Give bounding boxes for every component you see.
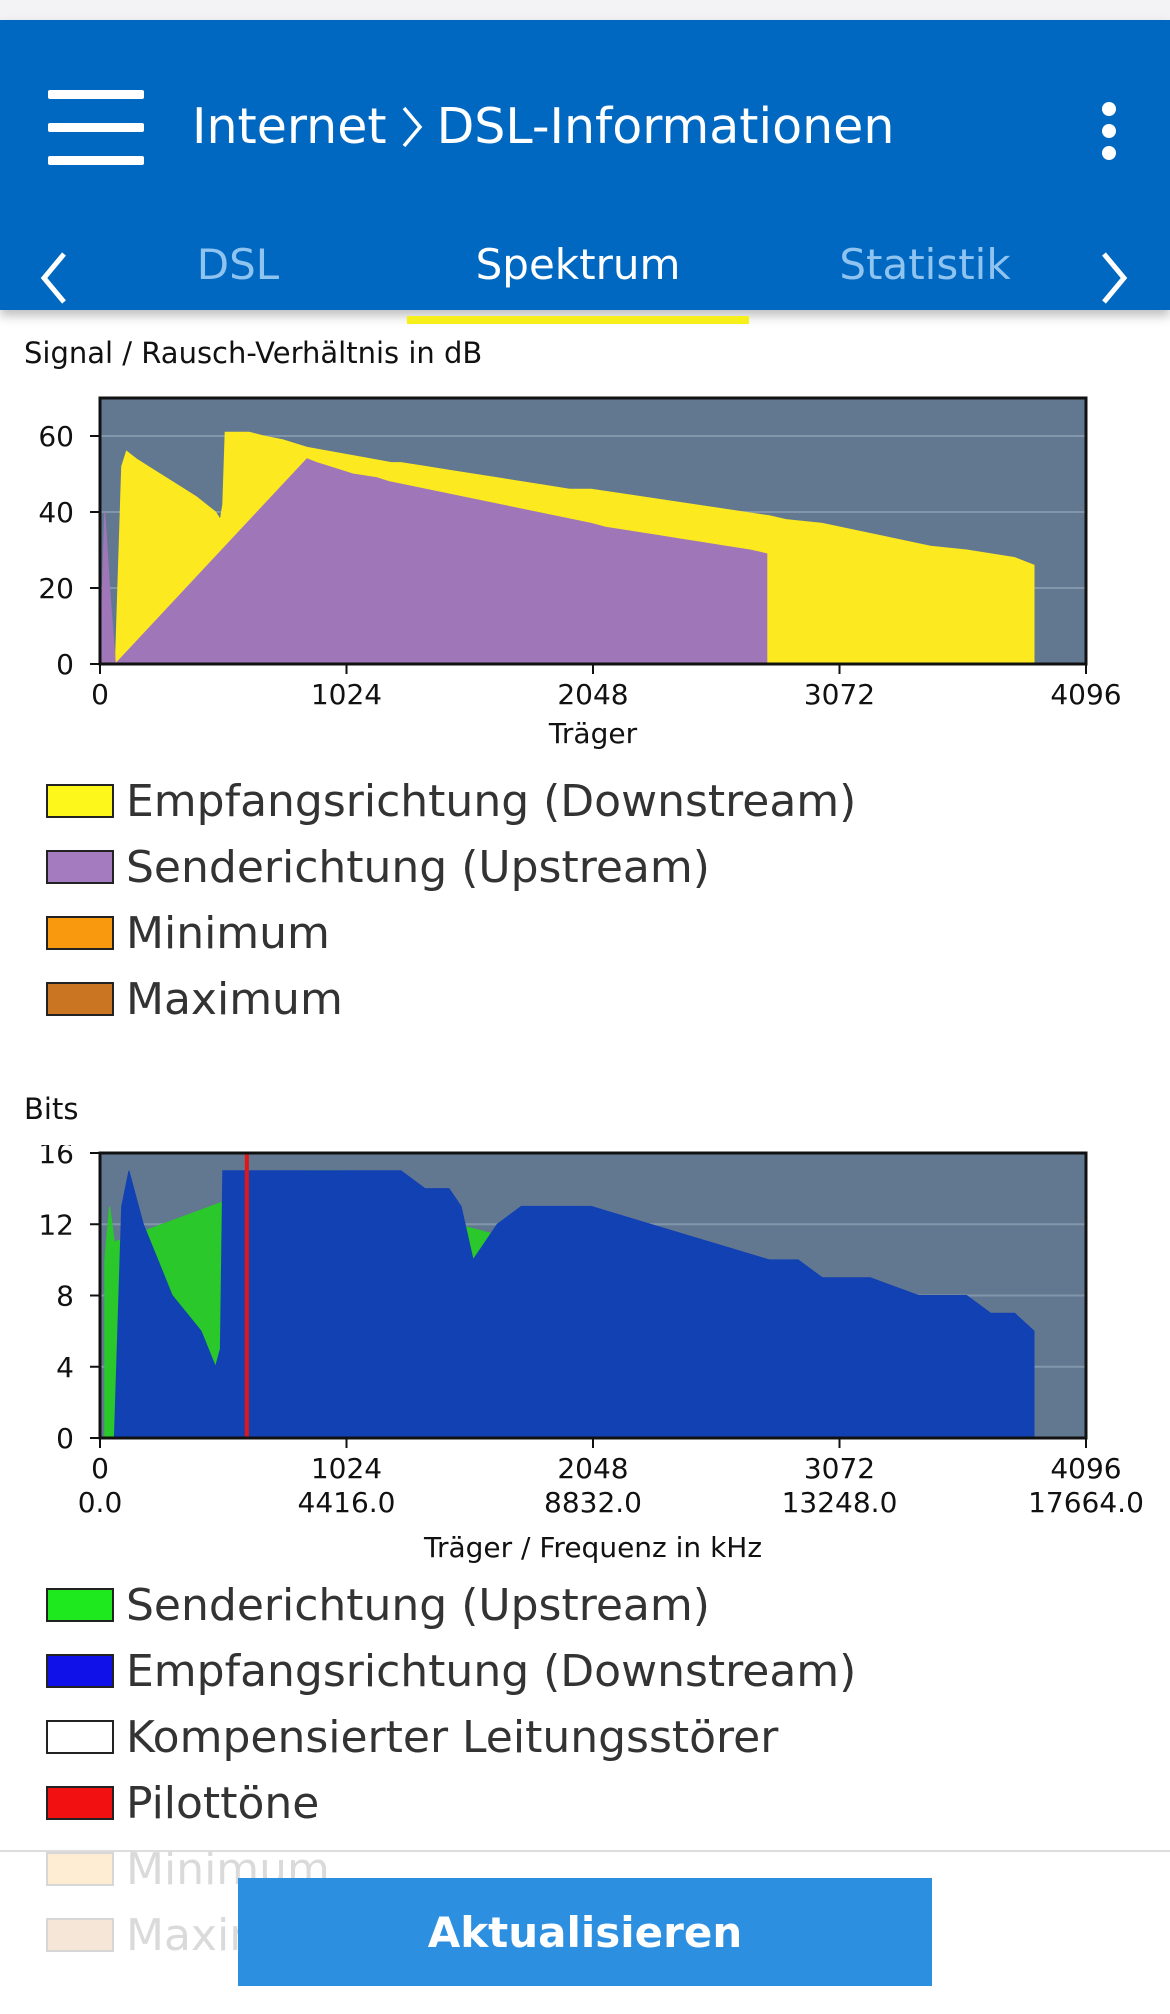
legend-item: Pilottöne bbox=[46, 1770, 856, 1836]
legend-item: Empfangsrichtung (Downstream) bbox=[46, 768, 856, 834]
x-tick-label: 1024 bbox=[311, 678, 382, 711]
more-options-icon[interactable] bbox=[1096, 102, 1126, 160]
tab-scroll-left-icon[interactable] bbox=[34, 248, 74, 308]
tab-bar: DSL Spektrum Statistik bbox=[0, 230, 1170, 330]
y-tick-label: 20 bbox=[38, 572, 74, 605]
snr-chart: 0 1024 2048 3072 4096 0 20 40 60 Träger bbox=[38, 396, 1122, 750]
x-axis-label: Träger / Frequenz in kHz bbox=[423, 1531, 762, 1564]
x-tick-label: 3072 bbox=[804, 678, 875, 711]
legend-label: Pilottöne bbox=[126, 1777, 320, 1829]
series-area bbox=[99, 458, 768, 666]
series-area bbox=[113, 1170, 1035, 1439]
y-tick-label: 40 bbox=[38, 496, 74, 529]
y-tick-label: 60 bbox=[38, 420, 74, 453]
x-tick-label-frequency: 13248.0 bbox=[782, 1486, 898, 1519]
y-tick-label: 16 bbox=[38, 1145, 74, 1170]
x-tick-label: 0 bbox=[91, 1452, 109, 1485]
x-tick-label: 1024 bbox=[311, 1452, 382, 1485]
legend-swatch bbox=[46, 982, 114, 1016]
legend-label: Kompensierter Leitungsstörer bbox=[126, 1711, 779, 1763]
bits-chart: 00.010244416.020488832.0307213248.040961… bbox=[38, 1145, 1144, 1564]
legend-label: Empfangsrichtung (Downstream) bbox=[126, 775, 857, 827]
snr-legend: Empfangsrichtung (Downstream) Senderichtu… bbox=[46, 768, 856, 1032]
legend-label: Senderichtung (Upstream) bbox=[126, 1579, 710, 1631]
legend-swatch bbox=[46, 1654, 114, 1688]
x-tick-label: 2048 bbox=[557, 1452, 628, 1485]
legend-label: Maximum bbox=[126, 973, 343, 1025]
x-tick-label: 0 bbox=[91, 678, 109, 711]
legend-label: Minimum bbox=[126, 907, 330, 959]
x-tick-label-frequency: 0.0 bbox=[78, 1486, 123, 1519]
page-title: DSL-Informationen bbox=[436, 98, 895, 155]
legend-label: Senderichtung (Upstream) bbox=[126, 841, 710, 893]
status-bar bbox=[0, 0, 1170, 20]
legend-item: Minimum bbox=[46, 900, 856, 966]
app-bar: Internet DSL-Informationen DSL Spektrum … bbox=[0, 20, 1170, 324]
tab-scroll-right-icon[interactable] bbox=[1094, 248, 1134, 308]
legend-item: Senderichtung (Upstream) bbox=[46, 1572, 856, 1638]
y-tick-label: 0 bbox=[56, 1422, 74, 1455]
x-tick-label: 2048 bbox=[557, 678, 628, 711]
y-tick-label: 8 bbox=[56, 1280, 74, 1313]
chevron-right-icon bbox=[402, 106, 422, 147]
refresh-button[interactable]: Aktualisieren bbox=[238, 1878, 932, 1986]
menu-icon[interactable] bbox=[48, 90, 144, 166]
y-tick-label: 12 bbox=[38, 1208, 74, 1241]
x-tick-label-frequency: 4416.0 bbox=[298, 1486, 396, 1519]
legend-label: Empfangsrichtung (Downstream) bbox=[126, 1645, 857, 1697]
y-tick-label: 4 bbox=[56, 1351, 74, 1384]
bits-chart-title: Bits bbox=[24, 1092, 79, 1126]
active-tab-indicator bbox=[407, 316, 749, 324]
legend-swatch bbox=[46, 1786, 114, 1820]
breadcrumb-parent[interactable]: Internet bbox=[192, 98, 387, 155]
legend-item: Kompensierter Leitungsstörer bbox=[46, 1704, 856, 1770]
legend-swatch bbox=[46, 1720, 114, 1754]
x-tick-label: 4096 bbox=[1050, 1452, 1121, 1485]
x-tick-label: 4096 bbox=[1050, 678, 1121, 711]
y-tick-label: 0 bbox=[56, 648, 74, 681]
legend-swatch bbox=[46, 784, 114, 818]
x-tick-label: 3072 bbox=[804, 1452, 875, 1485]
snr-chart-title: Signal / Rausch-Verhältnis in dB bbox=[24, 336, 483, 370]
legend-item: Empfangsrichtung (Downstream) bbox=[46, 1638, 856, 1704]
breadcrumb: Internet DSL-Informationen bbox=[192, 98, 894, 155]
tab-statistik[interactable]: Statistik bbox=[839, 240, 1011, 289]
legend-item: Senderichtung (Upstream) bbox=[46, 834, 856, 900]
legend-swatch bbox=[46, 916, 114, 950]
legend-item: Maximum bbox=[46, 966, 856, 1032]
tab-spektrum[interactable]: Spektrum bbox=[475, 240, 681, 289]
x-axis-label: Träger bbox=[548, 717, 638, 750]
tab-dsl[interactable]: DSL bbox=[196, 240, 280, 289]
x-tick-label-frequency: 17664.0 bbox=[1028, 1486, 1144, 1519]
legend-swatch bbox=[46, 850, 114, 884]
x-tick-label-frequency: 8832.0 bbox=[544, 1486, 642, 1519]
legend-swatch bbox=[46, 1588, 114, 1622]
